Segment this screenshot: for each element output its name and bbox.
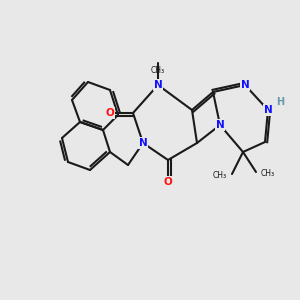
Text: N: N: [154, 80, 162, 90]
Text: N: N: [241, 80, 249, 90]
Text: O: O: [106, 108, 114, 118]
Text: CH₃: CH₃: [213, 172, 227, 181]
Text: N: N: [264, 105, 272, 115]
Text: N: N: [216, 120, 224, 130]
Text: CH₃: CH₃: [151, 66, 165, 75]
Text: O: O: [164, 177, 172, 187]
Text: N: N: [139, 138, 147, 148]
Text: H: H: [276, 97, 284, 107]
Text: CH₃: CH₃: [261, 169, 275, 178]
